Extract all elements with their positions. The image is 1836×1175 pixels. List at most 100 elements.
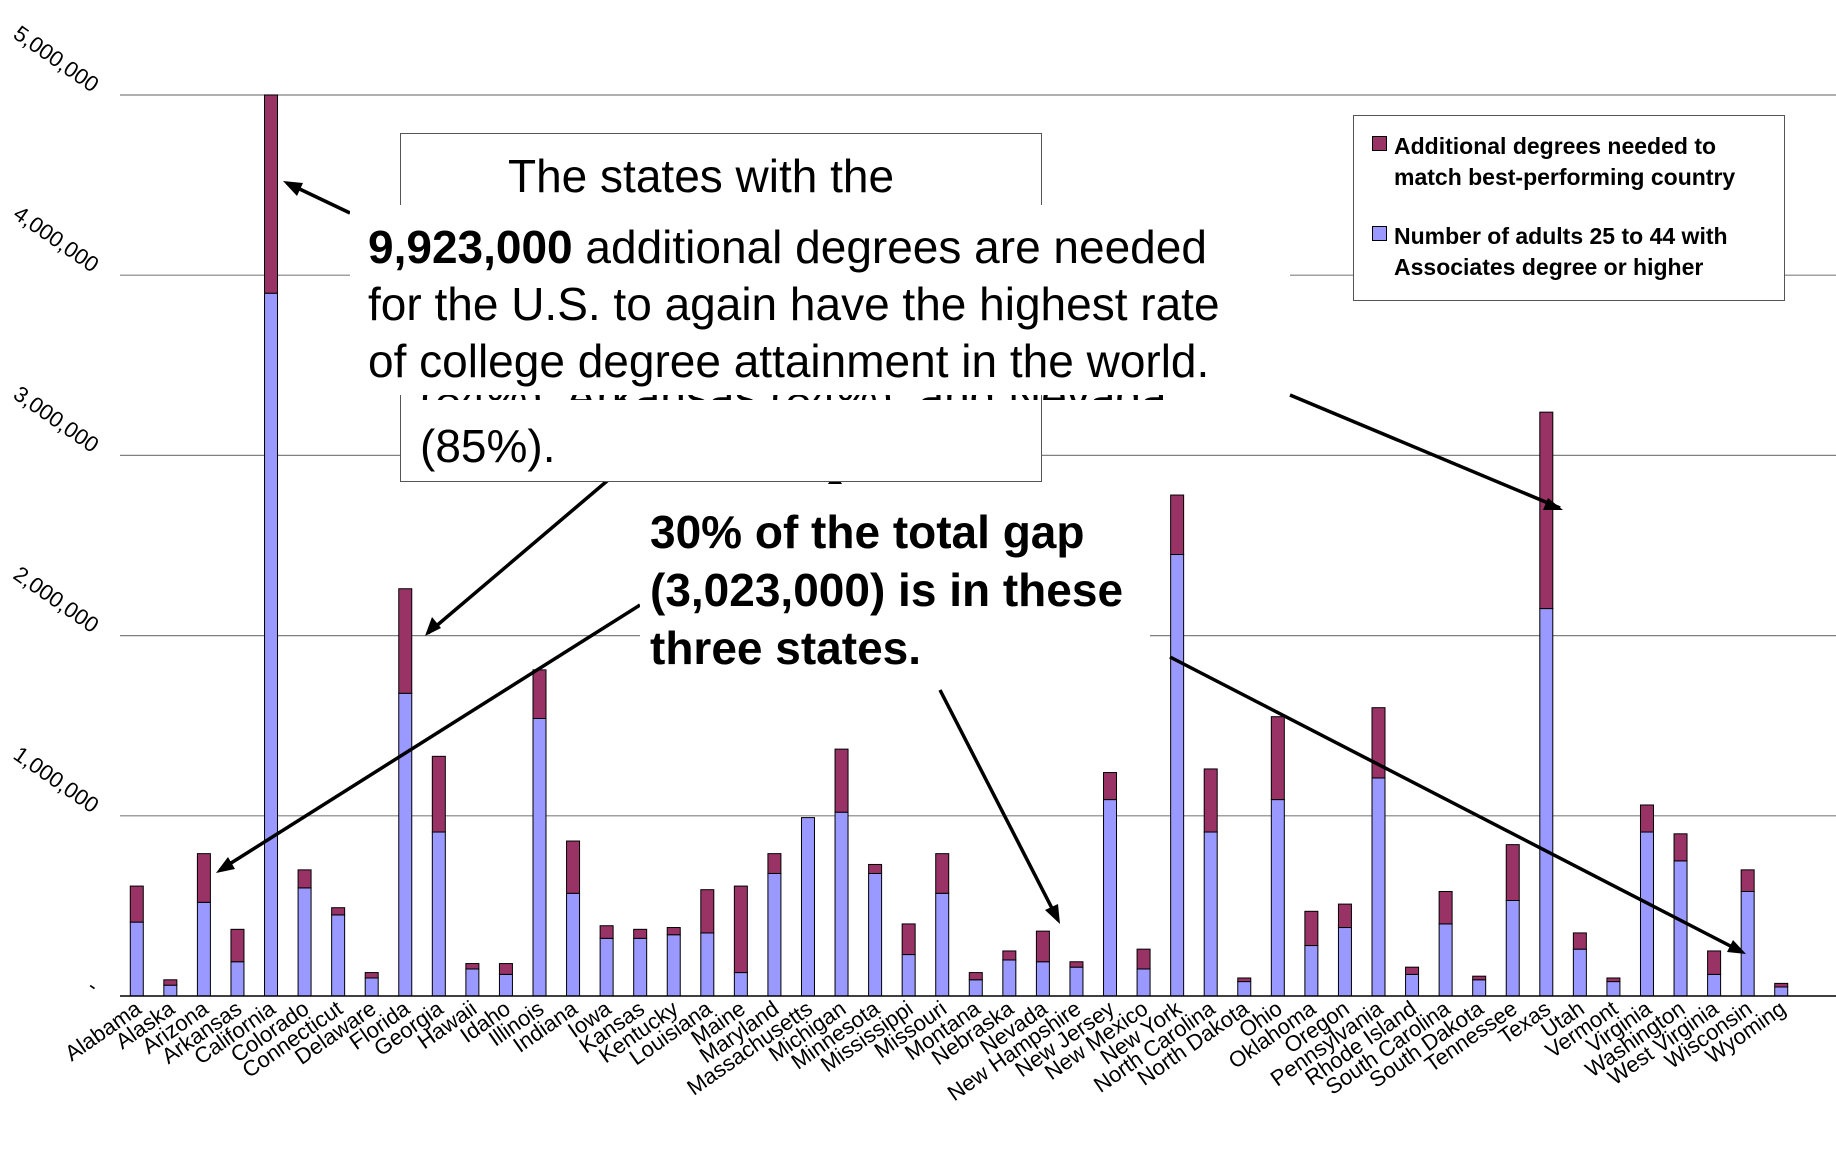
bar-additional <box>532 669 547 719</box>
bar-additional <box>1539 411 1554 610</box>
callout-top-states-line-1: The states with the <box>508 150 895 202</box>
bar-additional <box>968 972 983 981</box>
bar-adults <box>834 811 849 997</box>
annotation-arrows <box>219 181 1743 954</box>
bar-additional <box>1639 804 1654 833</box>
bar-adults <box>1270 799 1285 997</box>
bar-additional <box>700 889 715 934</box>
callout-total-degrees-number: 9,923,000 <box>368 221 573 273</box>
bar-additional <box>297 869 312 889</box>
bar-adults <box>1035 961 1050 997</box>
bar-additional <box>465 963 480 970</box>
bar-adults <box>1539 608 1554 997</box>
bar-adults <box>1438 923 1453 997</box>
bar-additional <box>1103 772 1118 801</box>
callout-total-degrees-line-1: 9,923,000 additional degrees are needed <box>368 219 1207 275</box>
bar-adults <box>901 954 916 997</box>
arrow-to-wisconsin <box>1169 655 1743 954</box>
bars <box>129 94 1789 997</box>
bar-adults <box>297 887 312 997</box>
bar-additional <box>196 853 211 903</box>
bar-additional <box>431 755 446 833</box>
arrow-to-arizona <box>219 603 641 872</box>
bar-adults <box>532 717 547 997</box>
bar-adults <box>196 901 211 997</box>
bar-additional <box>1237 977 1252 983</box>
legend-item-additional: Additional degrees needed to match best-… <box>1372 131 1784 193</box>
bar-additional <box>1371 707 1386 779</box>
y-tick-label: 1,000,000 <box>9 741 104 818</box>
callout-top-states-line-3: (85%). <box>420 420 556 472</box>
bar-additional <box>666 927 681 936</box>
bar-adults <box>633 937 648 997</box>
bar-adults <box>1472 979 1487 997</box>
bar-adults <box>1405 973 1420 997</box>
bar-additional <box>1707 950 1722 975</box>
bar-adults <box>1740 890 1755 997</box>
bar-additional <box>1405 966 1420 975</box>
y-tick-label: 2,000,000 <box>9 561 104 638</box>
bar-additional <box>566 840 581 894</box>
bar-additional <box>498 963 513 975</box>
x-axis-tick-labels: AlabamaAlaskaArizonaArkansasCaliforniaCo… <box>60 995 1790 1106</box>
callout-gap-line-2: (3,023,000) is in these <box>650 564 1124 616</box>
bar-adults <box>1304 945 1319 997</box>
bar-additional <box>1774 982 1789 988</box>
bar-adults <box>1505 899 1520 997</box>
bar-adults <box>1673 860 1688 997</box>
bar-adults <box>1606 981 1621 997</box>
bar-additional <box>1304 910 1319 947</box>
bar-adults <box>163 984 178 997</box>
bar-adults <box>599 937 614 997</box>
bar-adults <box>1237 981 1252 997</box>
bar-adults <box>230 961 245 997</box>
bar-additional <box>264 94 279 294</box>
arrow-to-texas <box>1289 393 1561 510</box>
bar-adults <box>1002 959 1017 997</box>
bar-adults <box>1170 554 1185 997</box>
bar-adults <box>1639 831 1654 997</box>
bar-additional <box>331 907 346 916</box>
callout-total-degrees-line-2: for the U.S. to again have the highest r… <box>368 278 1220 330</box>
bar-additional <box>1337 903 1352 929</box>
bar-adults <box>498 973 513 997</box>
bar-adults <box>1371 777 1386 997</box>
bar-adults <box>868 872 883 997</box>
bar-additional <box>398 588 413 694</box>
bar-additional <box>1740 869 1755 892</box>
arrow-to-florida <box>426 468 622 635</box>
bar-additional <box>1270 716 1285 801</box>
bar-adults <box>767 872 782 997</box>
bar-adults <box>398 692 413 997</box>
bar-additional <box>1203 768 1218 833</box>
y-tick-label: 5,000,000 <box>9 20 104 97</box>
callout-total-degrees-rest: additional degrees are needed <box>572 221 1207 273</box>
bar-adults <box>935 892 950 997</box>
bar-adults <box>566 892 581 997</box>
y-tick-label: 3,000,000 <box>9 381 104 458</box>
callout-gap-line-1: 30% of the total gap <box>650 506 1085 558</box>
bar-additional <box>1472 975 1487 981</box>
callout-total-degrees: 9,923,000 additional degrees are needed … <box>350 205 1290 395</box>
chart-legend: Additional degrees needed to match best-… <box>1353 115 1785 301</box>
y-tick-label: 4,000,000 <box>9 201 104 278</box>
bar-additional <box>1136 948 1151 970</box>
legend-item-adults: Number of adults 25 to 44 with Associate… <box>1372 221 1784 283</box>
legend-swatch-additional <box>1372 136 1387 151</box>
bar-additional <box>1069 961 1084 968</box>
legend-swatch-adults <box>1372 226 1387 241</box>
bar-adults <box>264 292 279 997</box>
y-axis-tick-labels: 5,000,000 4,000,000 3,000,000 2,000,000 1,00… <box>9 20 104 998</box>
legend-label-adults: Number of adults 25 to 44 with Associate… <box>1394 223 1728 280</box>
callout-total-degrees-line-3: of college degree attainment in the worl… <box>368 335 1210 387</box>
bar-additional <box>1606 977 1621 983</box>
bar-additional <box>163 979 178 986</box>
bar-additional <box>633 928 648 939</box>
bar-additional <box>1673 833 1688 862</box>
bar-additional <box>868 863 883 874</box>
bar-adults <box>364 977 379 997</box>
bar-additional <box>1505 844 1520 901</box>
bar-adults <box>733 972 748 997</box>
bar-additional <box>1170 494 1185 556</box>
